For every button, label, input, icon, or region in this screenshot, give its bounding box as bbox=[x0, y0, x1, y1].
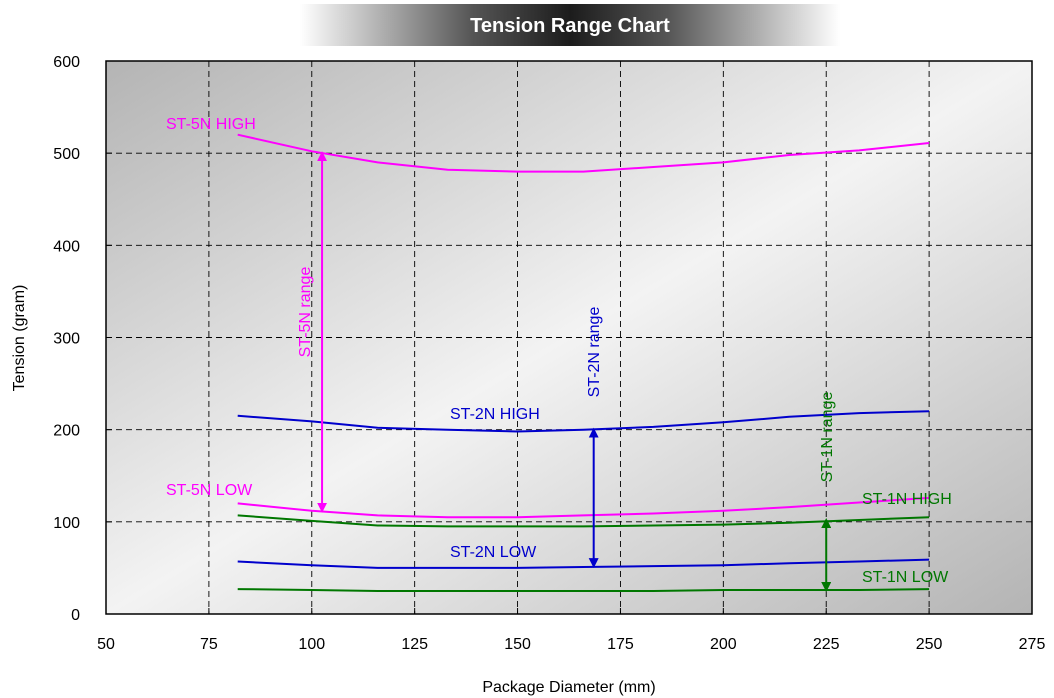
range-arrows bbox=[317, 151, 832, 593]
series-lines bbox=[237, 133, 930, 592]
x-tick-label: 225 bbox=[813, 636, 840, 653]
y-tick-label: 600 bbox=[53, 54, 80, 71]
x-tick-label: 100 bbox=[298, 636, 325, 653]
series-label-st-1n-low: ST-1N LOW bbox=[862, 569, 949, 586]
x-tick-label: 200 bbox=[710, 636, 737, 653]
series-labels: ST-5N HIGH ST-5N LOW ST-2N HIGH ST-2N LOW ST… bbox=[166, 116, 952, 586]
y-tick-label: 300 bbox=[53, 331, 80, 348]
series-line-st-1n-high bbox=[237, 514, 930, 528]
series-label-st-2n-low: ST-2N LOW bbox=[450, 544, 537, 561]
range-label-st-2n-range: ST-2N range bbox=[586, 307, 603, 398]
x-tick-label: 175 bbox=[607, 636, 634, 653]
series-label-st-5n-high: ST-5N HIGH bbox=[166, 116, 256, 133]
x-axis-label: Package Diameter (mm) bbox=[482, 679, 655, 696]
series-line-st-2n-low bbox=[237, 558, 930, 569]
series-line-st-5n-high bbox=[237, 133, 930, 173]
axis-ticks: 50 75 100 125 150 175 200 225 250 275 0 100 200 300 40… bbox=[53, 54, 1045, 653]
series-line-st-2n-high bbox=[237, 410, 930, 433]
series-line-st-1n-low bbox=[237, 588, 930, 592]
x-tick-label: 150 bbox=[504, 636, 531, 653]
series-label-st-1n-high: ST-1N HIGH bbox=[862, 491, 952, 508]
chart-title: Tension Range Chart bbox=[470, 15, 670, 37]
series-label-st-2n-high: ST-2N HIGH bbox=[450, 406, 540, 423]
y-tick-label: 400 bbox=[53, 238, 80, 255]
title-banner bbox=[300, 4, 840, 46]
x-tick-label: 250 bbox=[916, 636, 943, 653]
x-tick-label: 275 bbox=[1019, 636, 1046, 653]
x-tick-label: 75 bbox=[200, 636, 218, 653]
y-tick-label: 0 bbox=[71, 607, 80, 624]
y-tick-label: 200 bbox=[53, 423, 80, 440]
x-tick-label: 50 bbox=[97, 636, 115, 653]
series-label-st-5n-low: ST-5N LOW bbox=[166, 482, 253, 499]
range-label-st-5n-range: ST-5N range bbox=[297, 267, 314, 358]
y-axis-label: Tension (gram) bbox=[11, 285, 28, 392]
x-tick-label: 125 bbox=[401, 636, 428, 653]
series-line-st-5n-low bbox=[237, 496, 930, 519]
range-label-st-1n-range: ST-1N range bbox=[819, 392, 836, 483]
y-tick-label: 100 bbox=[53, 515, 80, 532]
y-tick-label: 500 bbox=[53, 146, 80, 163]
